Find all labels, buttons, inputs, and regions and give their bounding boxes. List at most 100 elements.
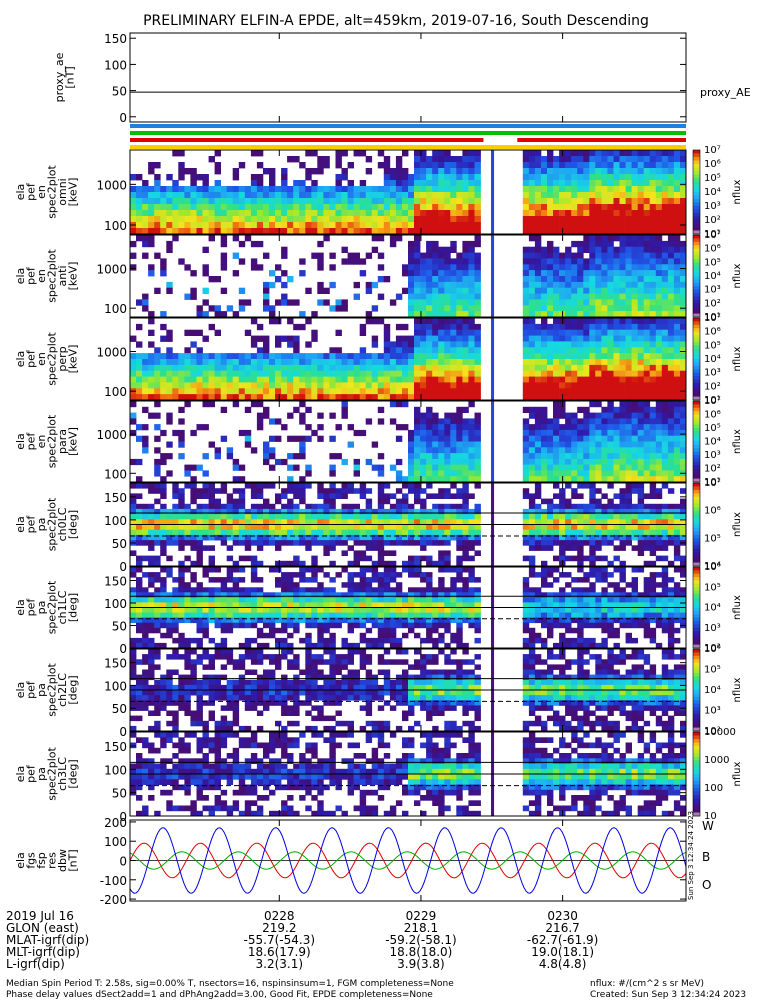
heatmap-cell: [347, 560, 354, 567]
heatmap-cell: [571, 299, 578, 306]
colorbar-tick-label: 10²: [704, 298, 721, 309]
heatmap-cell: [462, 186, 469, 193]
heatmap-cell: [474, 299, 481, 306]
heatmap-cell: [468, 276, 475, 283]
heatmap-cell: [408, 281, 415, 289]
heatmap-cell: [589, 198, 596, 205]
heatmap-cell: [619, 429, 626, 437]
heatmap-cell: [607, 270, 614, 277]
heatmap-cell: [383, 156, 391, 163]
heatmap-cell: [293, 353, 300, 360]
heatmap-cell: [619, 299, 626, 306]
heatmap-cell: [160, 612, 167, 619]
heatmap-cell: [631, 418, 638, 425]
heatmap-cell: [661, 435, 669, 442]
heatmap-cell: [528, 464, 536, 471]
heatmap-cell: [625, 258, 632, 265]
heatmap-cell: [432, 503, 439, 510]
heatmap-cell: [214, 394, 221, 401]
heatmap-cell: [311, 192, 318, 199]
heatmap-cell: [408, 508, 415, 515]
heatmap-cell: [208, 493, 215, 499]
heatmap-cell: [438, 347, 445, 354]
heatmap-cell: [595, 186, 602, 193]
heatmap-cell: [365, 534, 373, 541]
heatmap-cell: [528, 498, 536, 505]
heatmap-cell: [673, 198, 681, 205]
heatmap-cell: [625, 406, 632, 413]
heatmap-cell: [226, 503, 234, 510]
heatmap-cell: [637, 210, 645, 217]
heatmap-cell: [667, 329, 675, 336]
heatmap-cell: [655, 447, 663, 454]
heatmap-cell: [136, 323, 143, 331]
heatmap-cell: [547, 359, 554, 366]
panel-spec_para: 10¹10²10³10⁴10⁵10⁶10⁷nflux1001000elapefe…: [14, 396, 743, 488]
heatmap-cell: [637, 447, 645, 454]
heatmap-cell: [263, 406, 270, 413]
heatmap-cell: [565, 376, 572, 383]
heatmap-cell: [329, 587, 336, 593]
heatmap-cell: [323, 612, 330, 619]
colorbar-segment: [693, 428, 700, 432]
heatmap-cell: [643, 252, 651, 259]
heatmap-cell: [395, 470, 403, 477]
heatmap-cell: [583, 470, 590, 477]
heatmap-cell: [256, 483, 264, 489]
heatmap-cell: [601, 503, 608, 510]
heatmap-cell: [534, 418, 542, 425]
heatmap-cell: [317, 514, 324, 520]
heatmap-cell: [637, 359, 645, 366]
heatmap-cell: [238, 587, 246, 593]
heatmap-cell: [667, 347, 675, 354]
heatmap-cell: [631, 476, 638, 483]
heatmap-cell: [547, 192, 554, 199]
heatmap-cell: [420, 204, 427, 211]
heatmap-cell: [661, 406, 669, 413]
heatmap-cell: [541, 476, 548, 483]
heatmap-cell: [317, 287, 324, 294]
heatmap-cell: [607, 353, 614, 360]
heatmap-cell: [553, 540, 560, 546]
colorbar-segment: [693, 235, 700, 239]
heatmap-cell: [414, 370, 421, 377]
heatmap-cell: [377, 252, 385, 259]
heatmap-cell: [341, 222, 348, 229]
heatmap-cell: [534, 311, 542, 318]
heatmap-cell: [160, 335, 167, 342]
heatmap-cell: [341, 204, 348, 211]
heatmap-cell: [299, 587, 306, 593]
heatmap-cell: [293, 519, 300, 525]
heatmap-cell: [661, 453, 669, 460]
heatmap-cell: [637, 514, 645, 520]
y-axis-label: [keV]: [66, 262, 79, 291]
heatmap-cell: [395, 162, 403, 169]
heatmap-cell: [293, 335, 300, 342]
heatmap-cell: [528, 168, 536, 175]
heatmap-cell: [299, 192, 306, 199]
heatmap-cell: [347, 186, 354, 193]
heatmap-cell: [468, 388, 475, 395]
heatmap-cell: [643, 418, 651, 425]
heatmap-cell: [456, 555, 463, 562]
heatmap-cell: [202, 394, 209, 401]
heatmap-cell: [263, 222, 270, 229]
heatmap-cell: [528, 150, 536, 157]
heatmap-cell: [625, 150, 632, 157]
heatmap-cell: [142, 305, 149, 312]
heatmap-cell: [196, 534, 203, 541]
heatmap-cell: [172, 488, 179, 494]
heatmap-cell: [269, 519, 276, 525]
heatmap-cell: [420, 323, 427, 331]
heatmap-cell: [589, 329, 596, 336]
heatmap-cell: [208, 370, 215, 377]
heatmap-cell: [365, 281, 373, 289]
heatmap-cell: [202, 222, 209, 229]
heatmap-cell: [450, 210, 457, 217]
heatmap-cell: [607, 305, 614, 312]
heatmap-cell: [655, 401, 663, 408]
y-tick-label: 100: [104, 385, 127, 399]
heatmap-cell: [601, 335, 608, 342]
colorbar-segment: [693, 262, 700, 267]
heatmap-cell: [347, 204, 354, 211]
